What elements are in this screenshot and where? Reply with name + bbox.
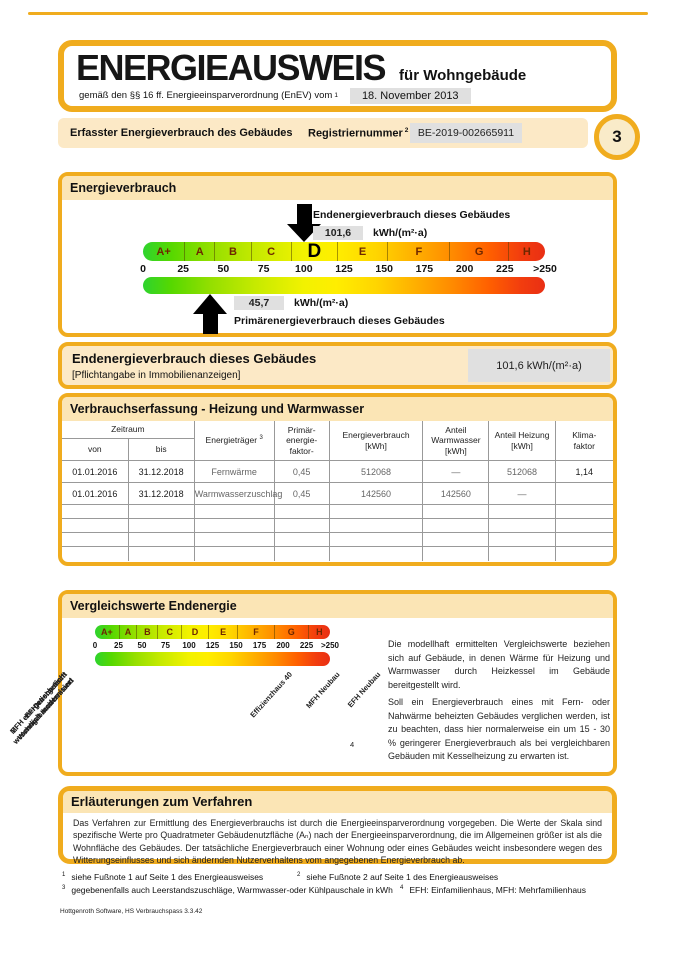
register-number-label: Registriernummer 2 [308,127,409,140]
up-arrow-icon [193,294,227,334]
footnote-1: 1 siehe Fußnote 1 auf Seite 1 des Energie… [62,872,264,882]
footnote-3: 3 gegebenenfalls auch Leerstandszuschläge… [62,885,393,895]
class-band-g: G [450,242,509,261]
meta-bar: Erfasster Energieverbrauch des Gebäudes … [58,118,588,148]
primary-energy-value-box: 45,7 [234,296,284,310]
section-explanation: Erläuterungen zum Verfahren Das Verfahre… [58,786,617,866]
end-energy-unit: kWh/(m²·a) [373,227,428,239]
col-header-energietraeger: Energieträger 3 [193,420,275,461]
col-header-anteil-warmwasser: Anteil Warmwasser [kWh] [422,420,490,461]
comparison-gradient-bar [95,652,330,666]
section-title-energieverbrauch: Energieverbrauch [62,176,613,200]
col-header-primaerfaktor: Primär-energie-faktor- [273,420,330,461]
footnote-4: 4 EFH: Einfamilienhaus, MFH: Mehrfamilien… [400,885,587,895]
class-band-e: E [338,242,389,261]
law-footnote-marker: 1 [334,92,338,100]
section-title-verbrauchserfassung: Verbrauchserfassung - Heizung und Warmwa… [62,397,613,421]
class-band-d-current: D [292,242,338,261]
section-comparison-values: Vergleichswerte Endenergie A+ A B C D E … [8,590,617,776]
table-row-empty [61,546,614,561]
table-row-empty [61,532,614,547]
col-header-anteil-heizung: Anteil Heizung [kWh] [488,420,556,461]
consumption-table: Zeitraum Energieträger 3 Primär-energie-… [61,420,614,561]
register-footnote-marker: 2 [404,127,409,134]
comparison-class-scale: A+ A B C D E F G H [95,625,330,639]
primary-energy-arrow-label: Primärenergieverbrauch dieses Gebäudes [234,315,445,327]
register-number-value: BE-2019-002665911 [410,123,522,143]
section-end-energy: Endenergieverbrauch dieses Gebäudes [Pfl… [58,342,617,389]
software-footer: Hottgenroth Software, HS Verbrauchspass … [60,908,203,915]
end-energy-box-value: 101,6 kWh/(m²·a) [468,349,610,382]
class-band-b: B [215,242,252,261]
table-row-empty [61,504,614,519]
down-arrow-icon [287,204,321,242]
col-header-bis: bis [127,438,195,461]
section-title-erlaeuterungen: Erläuterungen zum Verfahren [63,791,612,813]
section-consumption-table: Verbrauchserfassung - Heizung und Warmwa… [58,393,617,566]
page-number-badge: 3 [594,114,640,160]
class-band-a: A [185,242,216,261]
primary-energy-unit: kWh/(m²·a) [294,297,349,309]
end-energy-value-box: 101,6 [313,226,363,240]
table-row-empty [61,518,614,533]
table-row: 01.01.2016 31.12.2018 Fernwärme 0,45 512068—… [61,460,614,483]
end-energy-box-subtitle: [Pflichtangabe in Immobilienanzeigen] [72,370,241,381]
class-band-h: H [522,245,531,258]
meta-bar-label: Erfasster Energieverbrauch des Gebäudes [70,127,293,139]
class-band-f: F [388,242,451,261]
class-band-aplus: A+ [143,242,186,261]
page-subtitle: für Wohngebäude [399,67,527,84]
col-header-von: von [61,438,129,461]
footnote-2: 2 siehe Fußnote 2 auf Seite 1 des Energie… [297,872,499,882]
table-row: 01.01.2016 31.12.2018 Warmwasserzuschlag 0,… [61,482,614,505]
col-header-klimafaktor: Klima-faktor [554,420,614,461]
section-title-vergleichswerte: Vergleichswerte Endenergie [62,594,613,618]
col-header-energieverbrauch: Energieverbrauch [kWh] [328,420,424,461]
explanation-text: Das Verfahren zur Ermittlung des Energie… [73,818,602,866]
scale-tick-labels: 0 25 50 75 100 125 150 175 200 225 >250 [140,263,557,275]
primary-energy-gradient-bar [143,277,545,294]
end-energy-arrow-label: Endenergieverbrauch dieses Gebäudes [313,209,511,221]
law-reference-text: gemäß den §§ 16 ff. Energieeinsparverord… [79,90,333,102]
energy-class-scale: A+ A B C D E F G H [143,242,545,261]
page-top-rule [28,12,648,15]
comparison-footnote-marker: 4 [350,740,355,749]
end-energy-box-title: Endenergieverbrauch dieses Gebäudes [72,351,317,366]
comparison-tick-labels: 0 25 50 75 100 125 150 175 200 225 >250 [92,641,340,650]
comparison-explanation-text: Die modellhaft ermittelten Vergleichswer… [388,639,610,761]
section-energy-consumption: Energieverbrauch Endenergieverbrauch die… [58,172,617,337]
document-header: ENERGIEAUSWEIS für Wohngebäude gemäß den… [58,40,617,112]
regulation-date-box: 18. November 2013 [349,87,471,104]
class-band-c: C [252,242,292,261]
page-title: ENERGIEAUSWEIS [76,47,387,88]
col-header-zeitraum: Zeitraum [61,420,195,439]
